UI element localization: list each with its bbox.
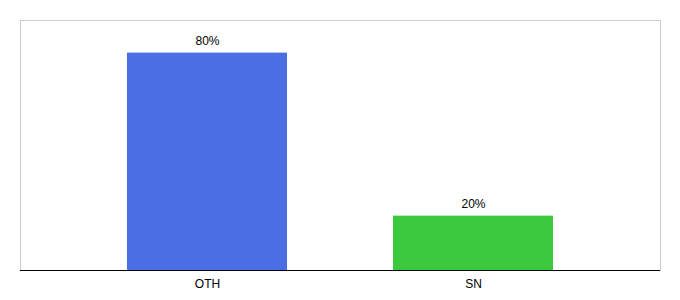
svg-text:OTH: OTH: [195, 277, 220, 291]
svg-text:80%: 80%: [195, 34, 219, 48]
svg-text:20%: 20%: [461, 197, 485, 211]
svg-text:SN: SN: [465, 277, 482, 291]
